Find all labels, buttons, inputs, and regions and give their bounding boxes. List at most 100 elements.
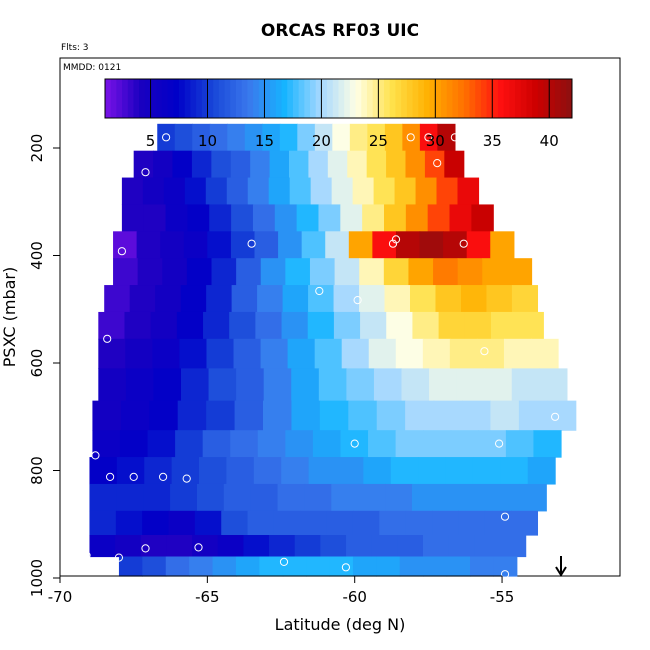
colorbar-swatch xyxy=(201,79,209,118)
heatmap-cells xyxy=(89,123,577,577)
heatmap-cell xyxy=(486,285,513,313)
colorbar-swatch xyxy=(144,79,152,118)
flight-marker-circle xyxy=(500,512,510,521)
heatmap-cell xyxy=(405,510,433,536)
heatmap-cell xyxy=(383,258,410,286)
flight-marker-circle xyxy=(82,551,91,560)
heatmap-cell xyxy=(332,123,351,152)
heatmap-cell xyxy=(206,400,236,431)
colorbar-swatch xyxy=(264,79,271,118)
heatmap-cell xyxy=(444,150,465,179)
heatmap-cell xyxy=(331,177,354,206)
heatmap-cell xyxy=(217,535,245,558)
colorbar-swatch xyxy=(378,79,385,118)
heatmap-cell xyxy=(314,123,333,152)
heatmap-cell xyxy=(399,556,424,577)
colorbar-swatch xyxy=(458,79,465,118)
heatmap-cell xyxy=(301,231,326,259)
colorbar-tick-label: 10 xyxy=(198,132,217,150)
colorbar-tick-label: 35 xyxy=(483,132,502,150)
colorbar-swatch xyxy=(258,79,265,118)
colorbar-swatch xyxy=(372,79,379,118)
colorbar-swatch xyxy=(503,79,510,118)
flight-marker-circle xyxy=(129,472,138,481)
heatmap-cell xyxy=(394,177,417,206)
heatmap-cell xyxy=(223,483,252,512)
heatmap-cell xyxy=(189,556,214,577)
flight-marker-circle xyxy=(433,159,442,168)
colorbar-swatch xyxy=(480,79,488,118)
colorbar-swatch xyxy=(463,79,470,118)
heatmap-cell xyxy=(113,231,138,259)
colorbar-swatch xyxy=(469,79,476,118)
heatmap-cell xyxy=(384,204,407,232)
heatmap-cell xyxy=(166,535,193,558)
heatmap-cell xyxy=(153,150,174,179)
flight-marker-circle xyxy=(450,133,459,142)
heatmap-cell xyxy=(157,123,176,152)
y-axis: 200 400 600 800 1000 xyxy=(28,134,61,597)
heatmap-cell xyxy=(269,535,296,558)
heatmap-cell xyxy=(191,150,212,179)
heatmap-cell xyxy=(98,368,127,402)
heatmap-cell xyxy=(482,258,508,286)
flight-marker-circle xyxy=(551,412,560,421)
flight-marker-circle xyxy=(495,439,504,448)
heatmap-cell xyxy=(254,231,279,259)
heatmap-cell xyxy=(175,430,204,458)
colorbar-swatch xyxy=(492,79,499,118)
colorbar-swatch xyxy=(537,79,545,118)
heatmap-cell xyxy=(274,204,298,232)
heatmap-cell xyxy=(202,430,231,458)
colorbar-swatch xyxy=(241,79,248,118)
heatmap-cell xyxy=(517,311,544,340)
heatmap-cell xyxy=(511,285,539,313)
heatmap-cell xyxy=(490,400,520,431)
heatmap-cell xyxy=(333,311,361,340)
colorbar-swatch xyxy=(161,79,169,118)
colorbar-swatch xyxy=(116,79,123,118)
heatmap-cell xyxy=(547,400,577,431)
y-tick-label: 1000 xyxy=(28,559,46,597)
heatmap-cell xyxy=(92,430,121,458)
heatmap-cell xyxy=(177,400,207,431)
colorbar-swatch xyxy=(190,79,197,118)
heatmap-cell xyxy=(408,258,434,286)
heatmap-cell xyxy=(142,177,165,206)
heatmap-cell xyxy=(386,150,407,179)
heatmap-cell xyxy=(412,311,440,340)
colorbar-swatch xyxy=(549,79,556,118)
heatmap-cell xyxy=(304,483,332,512)
heatmap-cell xyxy=(98,338,126,369)
arrow-marker xyxy=(555,556,567,577)
heatmap-cell xyxy=(234,400,264,431)
heatmap-cell xyxy=(349,123,368,152)
heatmap-cell xyxy=(231,285,258,313)
heatmap-cell xyxy=(255,311,283,340)
colorbar-swatch xyxy=(327,79,334,118)
heatmap-cell xyxy=(115,510,143,536)
heatmap-cell xyxy=(209,204,232,232)
heatmap-cell xyxy=(308,285,335,313)
colorbar-swatch xyxy=(230,79,237,118)
colorbar-swatch xyxy=(418,79,425,118)
heatmap-cell xyxy=(257,430,286,458)
heatmap-cell xyxy=(162,258,188,286)
heatmap-cell xyxy=(285,430,314,458)
colorbar-swatch xyxy=(167,79,174,118)
heatmap-cell xyxy=(307,311,335,340)
flight-marker-circle xyxy=(141,544,150,553)
colorbar-swatch xyxy=(281,79,288,118)
heatmap-cell xyxy=(341,338,370,369)
heatmap-cell xyxy=(260,338,289,369)
x-axis-label: Latitude (deg N) xyxy=(275,615,406,634)
colorbar-swatch xyxy=(452,79,459,118)
colorbar-swatch xyxy=(401,79,408,118)
colorbar-swatch xyxy=(184,79,191,118)
colorbar-tick-label: 40 xyxy=(540,132,559,150)
mmdd-annotation: MMDD: 0121 xyxy=(63,63,121,73)
colorbar-swatch xyxy=(310,79,317,118)
heatmap-cell xyxy=(484,368,513,402)
heatmap-cell xyxy=(250,483,279,512)
